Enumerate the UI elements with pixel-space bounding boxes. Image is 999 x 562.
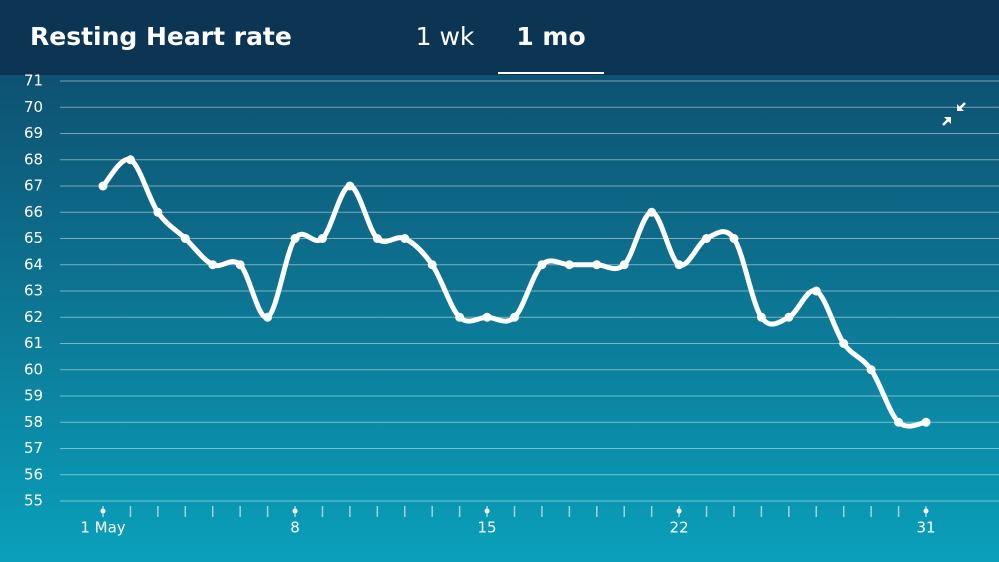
point — [263, 312, 273, 322]
point — [866, 365, 876, 375]
y-tick-label: 56 — [24, 465, 43, 483]
point — [784, 312, 794, 322]
y-tick-label: 70 — [24, 98, 43, 116]
point — [290, 234, 300, 243]
point — [510, 312, 519, 322]
point — [98, 181, 108, 191]
point — [702, 234, 712, 243]
point — [372, 234, 382, 243]
point — [619, 260, 629, 270]
y-tick-label: 59 — [24, 387, 43, 405]
x-tick-label: 1 May — [80, 519, 125, 537]
collapse-icon[interactable] — [942, 102, 966, 126]
point — [674, 260, 684, 270]
point — [455, 312, 465, 322]
point — [317, 234, 327, 243]
tab[interactable]: 1 mo — [516, 22, 585, 51]
y-tick-label: 60 — [24, 360, 43, 378]
y-tick-label: 69 — [24, 124, 43, 142]
point — [756, 312, 766, 322]
x-tick-dot — [923, 508, 929, 514]
y-tick-label: 67 — [24, 177, 43, 195]
y-tick-label: 55 — [24, 492, 43, 510]
point — [482, 312, 492, 322]
x-tick-label: 15 — [478, 519, 497, 537]
point — [153, 207, 163, 217]
screen-title: Resting Heart rate — [30, 22, 292, 51]
x-tick-dot — [676, 508, 682, 514]
tab-underline — [498, 72, 604, 74]
y-tick-label: 68 — [24, 150, 43, 168]
x-tick-dot — [484, 508, 490, 514]
x-tick-label: 22 — [670, 519, 689, 537]
x-tick-dot — [100, 508, 106, 514]
point — [729, 234, 739, 243]
y-tick-label: 71 — [24, 72, 43, 90]
x-tick-label: 8 — [290, 519, 300, 537]
point — [427, 260, 437, 270]
point — [345, 181, 355, 191]
x-tick-label: 31 — [916, 519, 935, 537]
y-tick-label: 64 — [24, 255, 43, 273]
point — [839, 339, 849, 348]
point — [537, 260, 547, 270]
point — [592, 260, 602, 270]
y-tick-label: 62 — [24, 308, 43, 326]
point — [921, 417, 931, 427]
y-tick-label: 58 — [24, 413, 43, 431]
point — [564, 260, 574, 270]
tab[interactable]: 1 wk — [416, 22, 475, 51]
point — [235, 260, 245, 270]
point — [894, 417, 904, 427]
point — [647, 207, 657, 217]
point — [400, 234, 410, 243]
point — [208, 260, 218, 270]
y-tick-label: 57 — [24, 439, 43, 457]
y-tick-label: 66 — [24, 203, 43, 221]
header — [0, 0, 999, 75]
point — [180, 234, 190, 243]
point — [811, 286, 821, 296]
y-tick-label: 63 — [24, 282, 43, 300]
point — [125, 155, 135, 165]
y-tick-label: 61 — [24, 334, 43, 352]
y-tick-label: 65 — [24, 229, 43, 247]
x-tick-dot — [292, 508, 298, 514]
